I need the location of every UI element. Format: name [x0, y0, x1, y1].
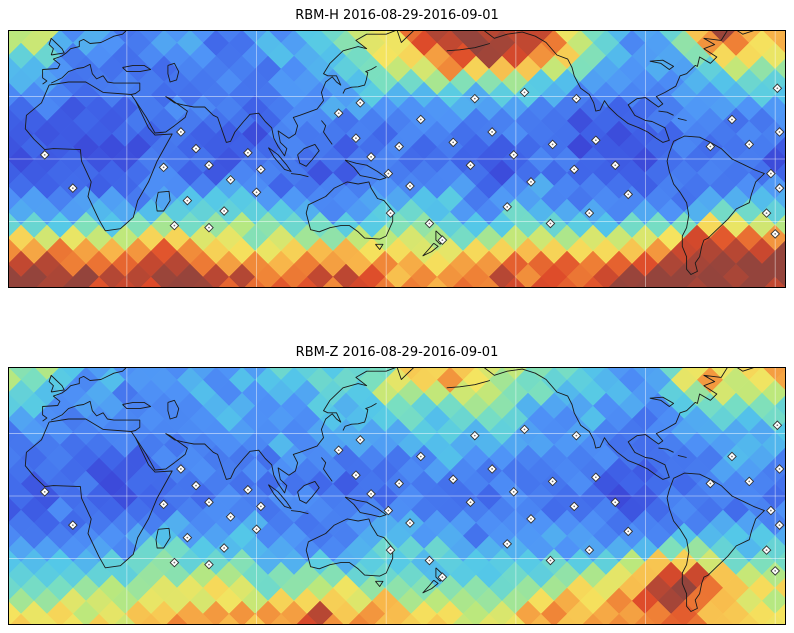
- buoy-markers: [39, 420, 785, 582]
- panel-title-rbm-z: RBM-Z 2016-08-29-2016-09-01: [295, 345, 499, 360]
- coastlines: [24, 30, 765, 275]
- heatmap-map-rbm-z: [8, 367, 786, 625]
- graticule: [8, 30, 786, 288]
- panel-title-rbm-h: RBM-H 2016-08-29-2016-09-01: [295, 8, 499, 23]
- buoy-markers: [39, 83, 785, 245]
- heatmap-map-rbm-h: [8, 30, 786, 288]
- coastlines: [24, 367, 765, 612]
- heatmap-cells: [8, 367, 786, 625]
- panel-border: [8, 30, 786, 288]
- panel-border: [8, 367, 786, 625]
